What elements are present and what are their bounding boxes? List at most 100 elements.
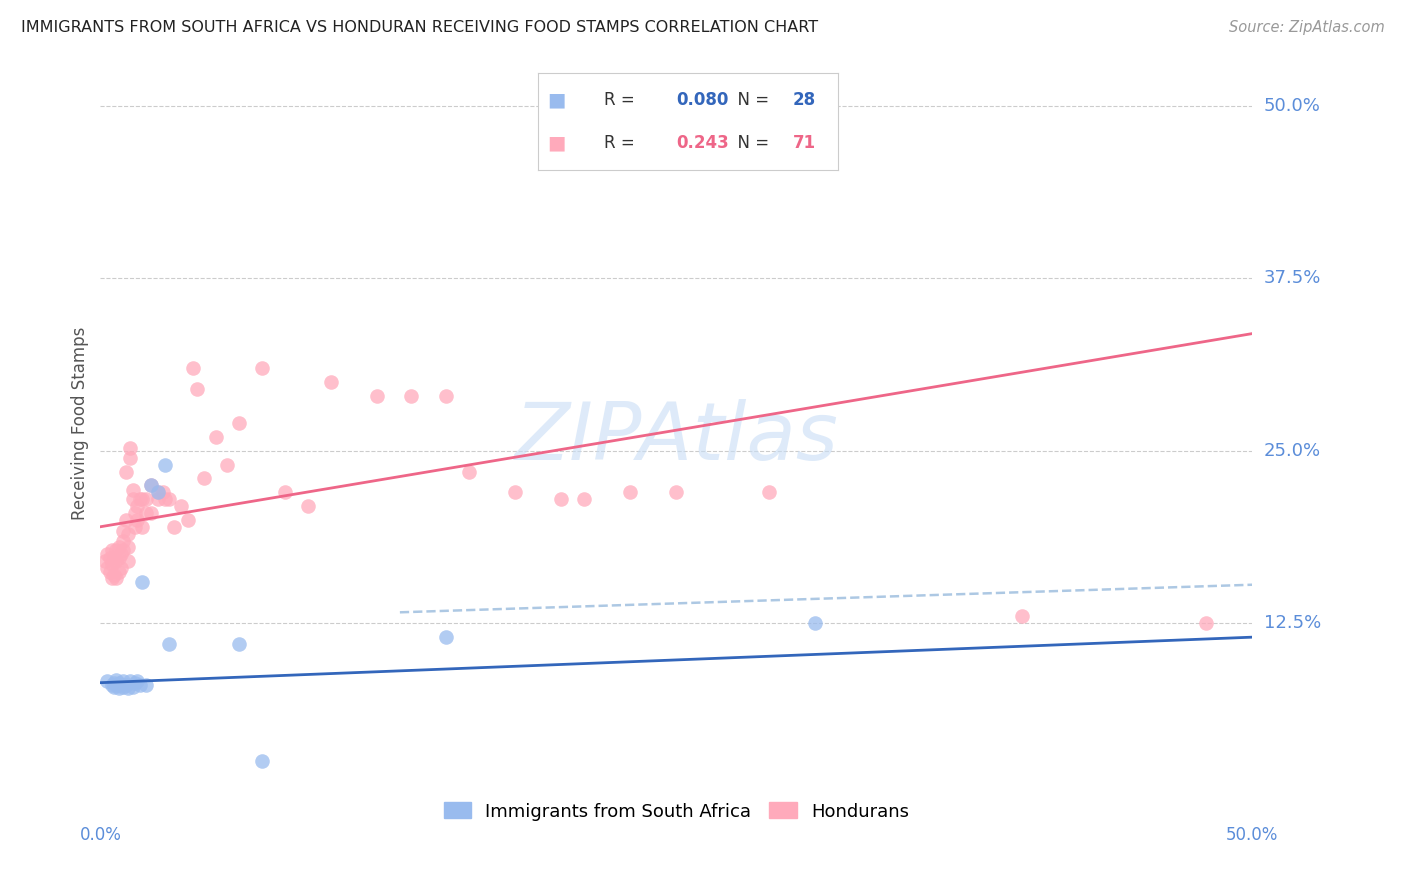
Point (107, 551, 129, 566)
Point (101, 543, 124, 558)
Point (127, 499, 149, 513)
Point (121, 483, 143, 497)
Text: IMMIGRANTS FROM SOUTH AFRICA VS HONDURAN RECEIVING FOOD STAMPS CORRELATION CHART: IMMIGRANTS FROM SOUTH AFRICA VS HONDURAN… (21, 20, 818, 35)
Point (127, 513, 149, 527)
Point (112, 674, 135, 689)
Point (139, 478, 162, 492)
Point (146, 492, 169, 507)
Point (401, 389, 423, 403)
Point (163, 520, 186, 534)
Point (159, 492, 181, 507)
Point (204, 430, 226, 444)
Point (135, 506, 157, 520)
Point (135, 492, 157, 507)
Point (103, 675, 125, 690)
Point (177, 513, 200, 527)
Point (107, 541, 129, 555)
Point (103, 680, 125, 694)
Point (112, 533, 135, 548)
Point (131, 492, 153, 507)
Point (107, 566, 129, 580)
Text: ZIPAtlas: ZIPAtlas (515, 399, 838, 477)
Point (503, 485, 526, 500)
Point (131, 520, 153, 534)
Point (117, 541, 139, 555)
Point (273, 485, 295, 500)
Point (96, 674, 118, 689)
Text: Source: ZipAtlas.com: Source: ZipAtlas.com (1229, 20, 1385, 35)
Point (366, 389, 388, 403)
Point (101, 678, 124, 692)
Point (153, 458, 176, 472)
Point (186, 382, 208, 396)
Point (152, 485, 174, 500)
Point (110, 561, 132, 575)
Point (121, 680, 143, 694)
Point (458, 465, 481, 479)
Point (96, 547, 118, 561)
Point (124, 506, 146, 520)
Point (120, 450, 142, 465)
Point (139, 506, 162, 520)
Text: 25.0%: 25.0% (1264, 442, 1322, 460)
Point (110, 678, 132, 692)
Point (103, 551, 125, 566)
Point (120, 674, 142, 689)
Point (250, 755, 273, 769)
Text: 12.5%: 12.5% (1264, 615, 1322, 632)
Point (101, 557, 124, 571)
Point (98, 566, 121, 580)
Point (114, 465, 136, 479)
Point (114, 513, 136, 527)
Point (193, 471, 215, 485)
Point (128, 678, 150, 692)
Point (228, 637, 250, 651)
Point (574, 492, 596, 507)
Point (217, 458, 239, 472)
Text: 37.5%: 37.5% (1264, 269, 1322, 287)
Point (117, 681, 139, 696)
Point (105, 543, 128, 558)
Point (159, 637, 181, 651)
Point (98, 551, 121, 566)
Point (153, 492, 176, 507)
Point (146, 485, 169, 500)
Point (96, 561, 118, 575)
Point (94, 554, 117, 568)
Point (110, 547, 132, 561)
Point (297, 499, 319, 513)
Point (434, 630, 457, 644)
Point (101, 571, 124, 585)
Point (112, 680, 135, 694)
Text: 0.0%: 0.0% (79, 826, 121, 844)
Point (619, 485, 641, 500)
Point (665, 485, 688, 500)
Point (107, 675, 129, 690)
Point (124, 520, 146, 534)
Point (250, 361, 273, 376)
Point (550, 492, 572, 507)
Point (117, 526, 139, 541)
Y-axis label: Receiving Food Stamps: Receiving Food Stamps (72, 326, 89, 520)
Point (105, 673, 128, 687)
Point (103, 568, 125, 582)
Point (112, 543, 135, 558)
Point (114, 678, 136, 692)
Legend: Immigrants from South Africa, Hondurans: Immigrants from South Africa, Hondurans (437, 795, 917, 828)
Point (117, 554, 139, 568)
Point (146, 485, 169, 500)
Point (124, 675, 146, 690)
Text: 50.0%: 50.0% (1226, 826, 1278, 844)
Point (112, 524, 135, 538)
Point (127, 674, 149, 689)
Point (105, 678, 128, 692)
Point (434, 389, 457, 403)
Point (105, 571, 128, 585)
Point (170, 499, 193, 513)
Point (1011, 609, 1033, 624)
Point (121, 492, 143, 507)
Point (139, 478, 162, 492)
Point (105, 554, 128, 568)
Text: 50.0%: 50.0% (1264, 97, 1320, 115)
Point (128, 492, 150, 507)
